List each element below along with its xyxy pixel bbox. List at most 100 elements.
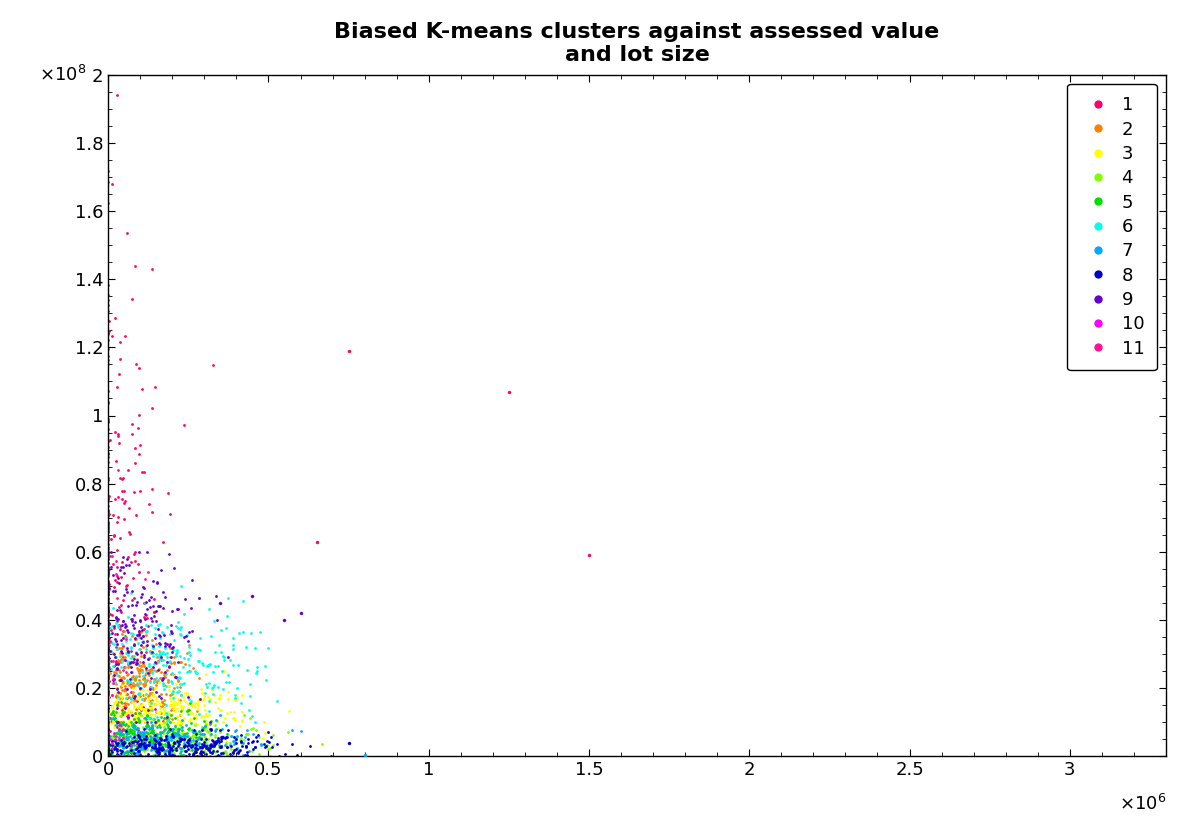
7 xyxy=(141,738,160,751)
3 xyxy=(99,708,118,721)
1 xyxy=(101,533,120,546)
1 xyxy=(121,645,141,658)
3 xyxy=(226,693,245,706)
11 xyxy=(136,573,155,586)
9 xyxy=(149,637,168,650)
6 xyxy=(105,673,124,686)
9 xyxy=(163,641,183,654)
3 xyxy=(216,711,236,725)
1 xyxy=(113,676,132,689)
5 xyxy=(148,730,167,744)
2 xyxy=(99,662,118,676)
3 xyxy=(150,704,169,717)
2 xyxy=(115,679,135,692)
4 xyxy=(150,738,169,751)
3 xyxy=(148,714,167,727)
5 xyxy=(156,711,175,725)
3 xyxy=(123,709,142,722)
1 xyxy=(130,625,149,638)
7 xyxy=(173,730,192,743)
1 xyxy=(99,750,118,763)
3 xyxy=(102,707,121,720)
Point xyxy=(307,535,326,548)
3 xyxy=(169,705,189,718)
3 xyxy=(136,710,155,723)
8 xyxy=(153,744,172,757)
4 xyxy=(228,744,248,757)
9 xyxy=(112,647,131,660)
9 xyxy=(114,550,133,563)
6 xyxy=(108,638,127,652)
5 xyxy=(129,721,148,735)
5 xyxy=(138,726,157,740)
1 xyxy=(112,646,131,659)
1 xyxy=(107,615,126,628)
2 xyxy=(131,659,150,672)
1 xyxy=(121,612,141,626)
3 xyxy=(160,722,179,735)
11 xyxy=(106,627,125,641)
8 xyxy=(106,735,125,748)
1 xyxy=(99,582,118,595)
11 xyxy=(107,554,126,568)
8 xyxy=(268,738,287,751)
1 xyxy=(99,582,118,595)
10 xyxy=(125,750,144,763)
8 xyxy=(275,748,294,761)
5 xyxy=(118,720,137,733)
5 xyxy=(163,725,183,739)
8 xyxy=(201,723,220,736)
6 xyxy=(99,702,118,715)
8 xyxy=(202,740,221,753)
1 xyxy=(135,610,154,623)
8 xyxy=(145,733,165,746)
4 xyxy=(178,730,197,743)
4 xyxy=(150,745,169,758)
4 xyxy=(114,750,133,763)
4 xyxy=(154,750,173,763)
9 xyxy=(99,586,118,599)
3 xyxy=(175,725,195,739)
7 xyxy=(100,748,119,761)
8 xyxy=(186,735,206,748)
6 xyxy=(135,597,154,610)
1 xyxy=(142,505,161,519)
6 xyxy=(189,654,208,667)
2 xyxy=(136,628,155,642)
6 xyxy=(267,695,286,708)
4 xyxy=(167,737,186,750)
10 xyxy=(118,709,137,722)
4 xyxy=(99,738,118,751)
2 xyxy=(130,701,149,715)
1 xyxy=(118,550,137,563)
3 xyxy=(154,703,173,716)
2 xyxy=(125,674,144,687)
3 xyxy=(131,714,150,727)
3 xyxy=(141,713,160,726)
7 xyxy=(163,730,183,744)
8 xyxy=(179,736,198,750)
2 xyxy=(151,666,171,679)
1 xyxy=(99,750,118,763)
1 xyxy=(117,687,136,701)
1 xyxy=(112,492,131,505)
3 xyxy=(102,712,121,725)
7 xyxy=(206,722,225,735)
1 xyxy=(107,720,126,734)
1 xyxy=(99,165,118,178)
8 xyxy=(262,740,281,753)
7 xyxy=(118,732,137,745)
1 xyxy=(106,640,125,653)
2 xyxy=(151,706,171,720)
9 xyxy=(99,616,118,629)
2 xyxy=(165,656,184,670)
8 xyxy=(200,744,219,757)
8 xyxy=(256,740,275,753)
5 xyxy=(142,742,161,755)
1 xyxy=(118,711,137,725)
8 xyxy=(136,740,155,754)
8 xyxy=(124,735,143,749)
9 xyxy=(99,553,118,566)
8 xyxy=(167,735,186,748)
8 xyxy=(144,732,163,745)
